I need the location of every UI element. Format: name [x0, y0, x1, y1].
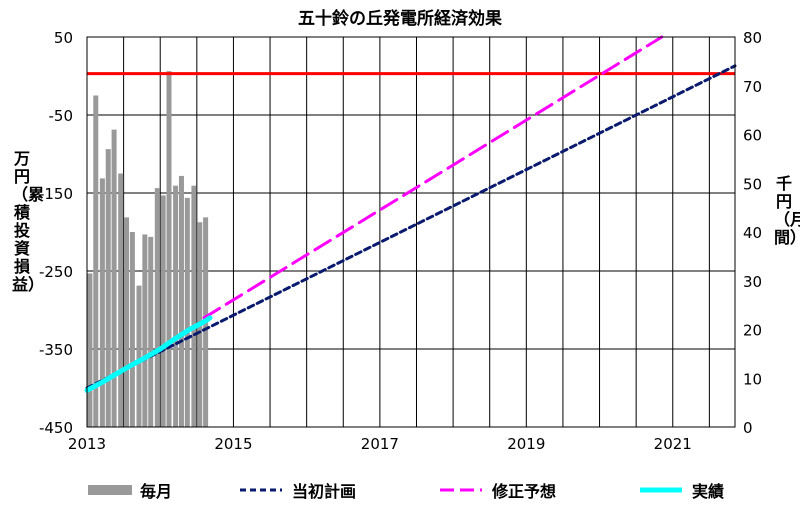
legend-swatch-revised	[440, 488, 482, 492]
series-lines	[84, 35, 737, 393]
monthly-bar	[148, 236, 154, 427]
monthly-bar	[124, 217, 130, 427]
legend-swatch-monthly	[88, 485, 132, 495]
grid-lines	[87, 36, 735, 428]
x-tick-label: 2019	[507, 435, 545, 453]
y-tick-label-left: 50	[54, 29, 73, 47]
monthly-bar	[99, 178, 105, 427]
legend-item-revised: 修正予想	[438, 478, 556, 502]
monthly-bar	[129, 232, 135, 427]
series-line-solid	[84, 315, 213, 393]
monthly-bars	[87, 71, 209, 427]
y-tick-label-right: 50	[743, 175, 762, 193]
legend-item-actual: 実績	[638, 478, 724, 502]
series-line-long-dashed	[202, 35, 664, 320]
legend-swatch-actual	[640, 487, 682, 493]
y-tick-label-right: 20	[743, 322, 762, 340]
x-tick-label: 2015	[214, 435, 252, 453]
plot-frame	[86, 36, 736, 428]
legend-label-actual: 実績	[692, 482, 725, 501]
y-axis-label-left-text: 万円（累積投資損益）	[12, 149, 45, 294]
monthly-bar	[154, 188, 160, 427]
monthly-bar	[111, 129, 117, 427]
legend-swatch-plan	[240, 488, 282, 492]
legend-label-monthly: 毎月	[140, 482, 173, 501]
series-line-dashed	[85, 64, 737, 390]
legend-item-plan: 当初計画	[238, 478, 356, 502]
y-tick-label-right: 30	[743, 273, 762, 291]
monthly-bar	[142, 234, 148, 427]
monthly-bar	[105, 149, 111, 427]
monthly-bar	[87, 273, 93, 427]
axes: 50 -50 -150 -250 -350 -450 80 70 60 50 40 30 20 10 0 20…	[39, 29, 762, 453]
y-tick-label-left: -50	[49, 107, 74, 125]
monthly-bar	[178, 175, 184, 427]
monthly-bar	[118, 173, 124, 427]
monthly-bar	[173, 185, 179, 427]
y-tick-label-right: 40	[743, 224, 762, 242]
y-axis-label-right: 千円（月間）	[774, 175, 800, 247]
y-tick-label-right: 60	[743, 127, 762, 145]
monthly-bar	[160, 195, 166, 427]
legend: 毎月 当初計画 修正予想 実績	[0, 478, 800, 502]
y-axis-label-right-text: 千円（月間）	[774, 174, 800, 247]
y-tick-label-right: 80	[743, 29, 762, 47]
legend-label-revised: 修正予想	[492, 482, 557, 501]
monthly-bar	[136, 285, 142, 427]
monthly-bar	[166, 71, 172, 427]
y-tick-label-right: 0	[743, 419, 753, 437]
y-tick-label-left: -450	[39, 419, 73, 437]
x-tick-label: 2017	[361, 435, 399, 453]
x-tick-label: 2013	[68, 435, 106, 453]
y-tick-label-right: 70	[743, 78, 762, 96]
y-axis-label-left: 万円（累積投資損益）	[12, 150, 44, 294]
y-tick-label-left: -350	[39, 341, 73, 359]
monthly-bar	[93, 95, 99, 427]
legend-item-monthly: 毎月	[88, 478, 172, 502]
chart: 50 -50 -150 -250 -350 -450 80 70 60 50 40 30 20 10 0 20…	[39, 29, 762, 453]
y-tick-label-right: 10	[743, 370, 762, 388]
legend-label-plan: 当初計画	[292, 482, 357, 501]
y-tick-label-left: -150	[39, 185, 73, 203]
chart-title: 五十鈴の丘発電所経済効果	[298, 9, 502, 29]
x-tick-label: 2021	[654, 435, 692, 453]
monthly-bar	[191, 185, 197, 427]
monthly-bar	[184, 197, 190, 427]
y-tick-label-left: -250	[39, 263, 73, 281]
